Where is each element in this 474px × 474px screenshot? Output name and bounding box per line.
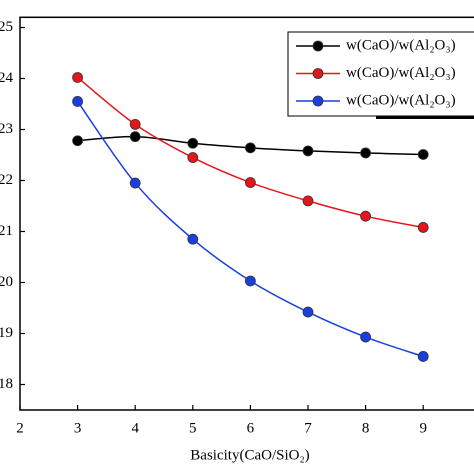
x-tick-label: 4 xyxy=(131,420,139,436)
legend-marker xyxy=(312,68,324,79)
y-tick-label: 19 xyxy=(0,325,13,341)
x-tick-label: 2 xyxy=(16,420,24,436)
data-point xyxy=(360,147,372,159)
data-point xyxy=(129,119,141,130)
data-point xyxy=(302,145,314,157)
data-point xyxy=(360,331,372,343)
x-tick-label: 3 xyxy=(74,420,82,436)
data-point xyxy=(244,275,256,287)
data-point xyxy=(129,131,141,143)
y-tick-label: 24 xyxy=(0,70,14,86)
data-point xyxy=(244,142,256,154)
data-point xyxy=(187,152,199,163)
series-line xyxy=(76,101,424,358)
legend-label: w(CaO)/w(Al₂O₃) xyxy=(346,65,456,81)
y-tick-label: 20 xyxy=(0,274,13,290)
y-tick-label: 21 xyxy=(0,223,13,239)
data-point xyxy=(302,306,314,318)
x-tick-label: 9 xyxy=(419,420,427,436)
data-point xyxy=(417,149,429,160)
x-tick-label: 5 xyxy=(189,420,197,436)
data-point xyxy=(187,233,199,245)
legend-marker xyxy=(312,40,324,52)
y-tick-label: 23 xyxy=(0,121,13,137)
x-tick-label: 6 xyxy=(247,420,255,436)
data-point xyxy=(72,96,83,107)
data-point xyxy=(360,210,372,222)
y-tick-label: 22 xyxy=(0,172,13,188)
data-point xyxy=(72,72,83,83)
data-point xyxy=(129,177,141,189)
data-point xyxy=(244,177,256,188)
x-tick-label: 7 xyxy=(304,420,312,436)
data-point xyxy=(302,195,314,207)
data-point xyxy=(72,135,83,147)
y-tick-label: 25 xyxy=(0,19,13,35)
data-point xyxy=(417,351,429,362)
legend-label: w(CaO)/w(Al₂O₃) xyxy=(346,92,456,108)
data-point xyxy=(417,222,429,233)
data-point xyxy=(187,137,199,149)
x-axis-label: Basicity(CaO/SiO₂) xyxy=(190,447,309,463)
legend-label: w(CaO)/w(Al₂O₃) xyxy=(346,37,456,53)
y-tick-label: 18 xyxy=(0,376,13,392)
x-tick-label: 8 xyxy=(362,420,370,436)
legend-marker xyxy=(312,95,324,107)
